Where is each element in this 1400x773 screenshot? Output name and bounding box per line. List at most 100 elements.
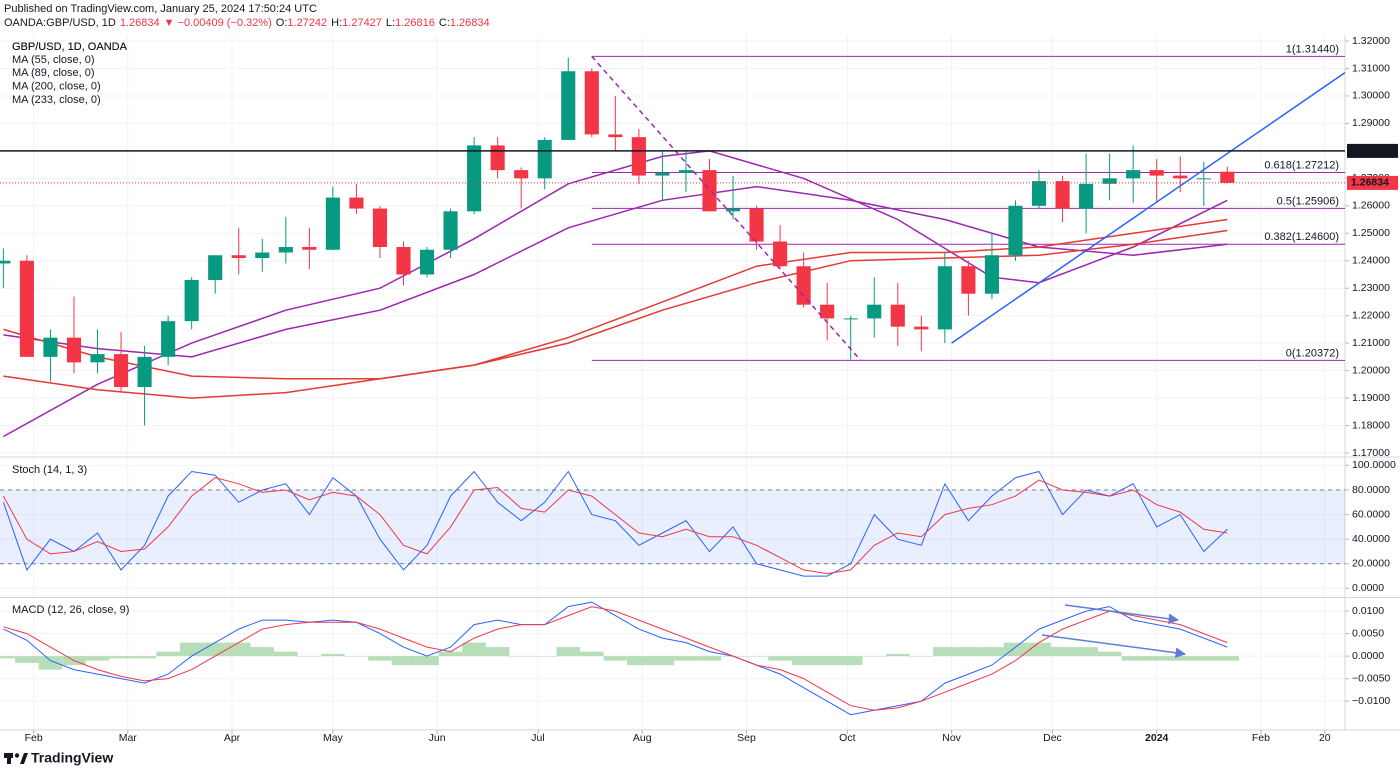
moving-average (3, 185, 1228, 358)
x-tick-label: Feb (25, 732, 43, 744)
candle-body (66, 337, 82, 363)
histogram-bar (15, 656, 39, 663)
legend-entry: MA (200, close, 0) (12, 81, 101, 93)
x-tick-label: Feb (1252, 732, 1270, 744)
brand-logo (4, 753, 28, 764)
x-tick-label: Oct (839, 732, 855, 744)
symbol-line: OANDA:GBP/USD, 1D 1.26834 ▼ −0.00409 (−0.3… (4, 17, 490, 29)
histogram-bar (744, 656, 769, 657)
candle-body (90, 354, 105, 363)
histogram-bar (1074, 647, 1098, 657)
candle-body (890, 304, 905, 327)
ohlc-value: 1.26834 (450, 17, 490, 29)
candle-body (137, 356, 152, 388)
y-tick-label: 20.0000 (1352, 558, 1390, 570)
ohlc-key: C: (439, 17, 450, 29)
candle-body (43, 337, 58, 357)
y-tick-label: 1.22000 (1352, 309, 1390, 321)
price-label-box (1347, 143, 1398, 158)
y-tick-label: 80.0000 (1352, 484, 1390, 496)
histogram-bar (1003, 642, 1028, 657)
candle-body (796, 266, 811, 305)
fib-label: 1(1.31440) (1286, 43, 1339, 55)
histogram-bar (250, 647, 275, 657)
y-tick-label: 100.0000 (1352, 459, 1396, 471)
candle-body (1031, 181, 1047, 206)
candle-body (608, 134, 623, 138)
histogram-bar (674, 656, 698, 661)
candle-body (937, 266, 952, 330)
candle-body (161, 321, 176, 357)
candle-body (1079, 183, 1094, 209)
y-tick-label: 0.0050 (1352, 627, 1384, 639)
y-tick-label: 1.25000 (1352, 227, 1390, 239)
candle-body (655, 172, 670, 176)
legend-entry: MA (233, close, 0) (12, 94, 101, 106)
brand: TradingView (31, 750, 113, 766)
y-tick-label: 1.19000 (1352, 392, 1390, 404)
band (0, 489, 1345, 564)
y-tick-label: 0.0000 (1352, 582, 1384, 594)
candle-body (702, 170, 717, 212)
histogram-bar (838, 656, 863, 666)
x-tick-label: Nov (942, 732, 961, 744)
candle-body (984, 255, 999, 294)
candle-body (419, 249, 435, 275)
candle-body (1220, 171, 1235, 183)
candle-body (278, 247, 293, 253)
plot-layer: 1.17000 1.18000 1.19000 1.20000 1.21000 1.220… (0, 35, 1400, 744)
candle-body (561, 71, 576, 140)
last-price: 1.26834 (120, 17, 160, 29)
fib-label: 0(1.20372) (1286, 347, 1339, 359)
x-tick-label: Apr (224, 732, 241, 744)
x-tick-label: Jun (429, 732, 446, 744)
candle-body (843, 318, 858, 320)
histogram-bar (109, 656, 133, 659)
candle-body (773, 241, 788, 267)
y-tick-label: 40.0000 (1352, 533, 1390, 545)
candle-body (631, 137, 646, 176)
candle-body (302, 247, 317, 250)
candle-body (372, 208, 388, 248)
x-tick-label: May (323, 732, 344, 744)
histogram-bar (603, 656, 628, 661)
candle-body (914, 326, 929, 330)
candle-body (113, 354, 129, 388)
y-tick-label: 1.17000 (1352, 447, 1390, 459)
macd-line (3, 606, 1228, 711)
candle-body (443, 211, 458, 250)
histogram-bar (886, 653, 910, 657)
candle-body (820, 304, 835, 319)
ohlc-value: 1.27242 (287, 17, 327, 29)
histogram-bar (368, 656, 392, 661)
histogram-bar (627, 656, 651, 666)
fib-label: 0.382(1.24600) (1264, 231, 1339, 243)
pane-title: GBP/USD, 1D, OANDA (12, 41, 128, 53)
candle-body (325, 197, 340, 250)
histogram-bar (1215, 656, 1240, 661)
histogram-bar (650, 656, 675, 666)
candle-body (1008, 205, 1023, 256)
ohlc-value: 1.26816 (395, 17, 435, 29)
candle-body (467, 145, 482, 212)
oscillator-line (2, 470, 1228, 577)
histogram-bar (1144, 656, 1169, 661)
candle-body (867, 304, 882, 319)
x-tick-label: Mar (119, 732, 138, 744)
histogram-bar (438, 651, 463, 657)
histogram-bar (532, 656, 557, 657)
pane-title: Stoch (14, 1, 3) (12, 464, 87, 476)
candle-body (961, 266, 976, 294)
candle-body (1102, 178, 1117, 184)
candle-body (231, 255, 246, 258)
histogram-bar (0, 656, 16, 659)
candle-body (1173, 175, 1188, 179)
candle-body (1196, 178, 1211, 180)
histogram-bar (1097, 651, 1122, 657)
histogram-bar (768, 656, 792, 661)
symbol: OANDA:GBP/USD, 1D (4, 17, 116, 29)
y-tick-label: 1.29000 (1352, 117, 1390, 129)
legend-title: GBP/USD, 1D, OANDA (12, 41, 128, 53)
candle-body (749, 208, 764, 242)
logo-part (20, 753, 28, 764)
